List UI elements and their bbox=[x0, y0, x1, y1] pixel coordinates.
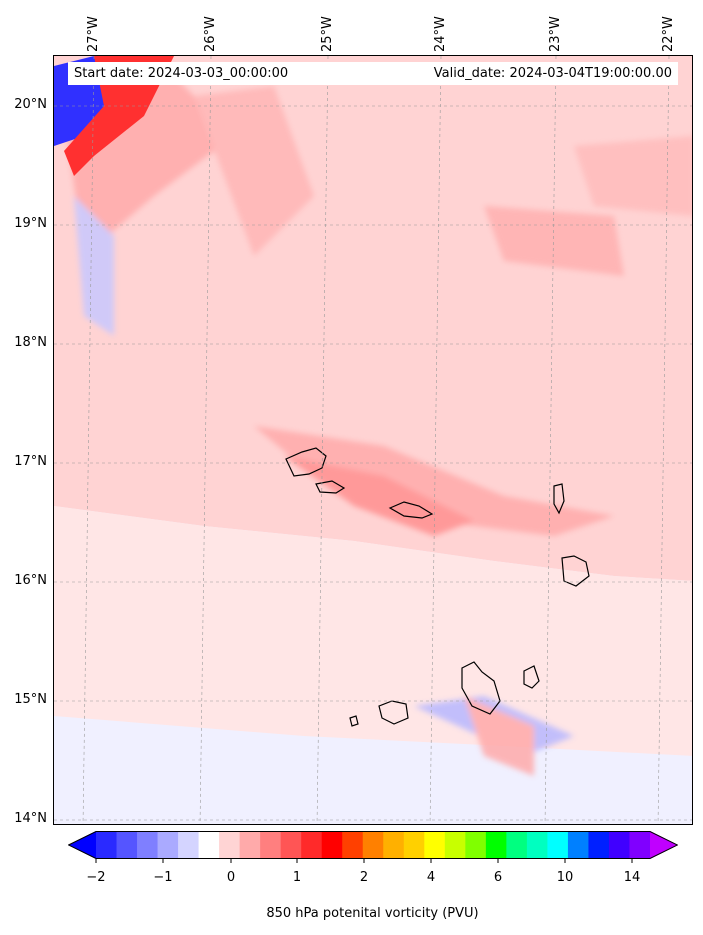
colorbar-segment bbox=[178, 831, 200, 859]
colorbar-tick-label: −2 bbox=[86, 870, 106, 885]
lon-label: 27°W bbox=[86, 16, 101, 52]
colorbar-segment bbox=[444, 831, 466, 859]
colorbar bbox=[68, 831, 678, 863]
colorbar-segment bbox=[608, 831, 630, 859]
colorbar-segment bbox=[526, 831, 548, 859]
lat-label: 20°N bbox=[14, 97, 47, 112]
colorbar-tick-label: 2 bbox=[359, 870, 369, 885]
colorbar-segment bbox=[485, 831, 507, 859]
colorbar-tick-label: −1 bbox=[153, 870, 173, 885]
pv-region-faint-pink bbox=[54, 506, 692, 756]
colorbar-segment bbox=[629, 831, 651, 859]
lon-gridline bbox=[316, 56, 329, 824]
pv-streaks bbox=[64, 76, 692, 776]
colorbar-tick-label: 6 bbox=[493, 870, 503, 885]
colorbar-segment bbox=[588, 831, 610, 859]
lon-label: 26°W bbox=[203, 16, 218, 52]
lon-gridline bbox=[544, 56, 557, 824]
colorbar-segment bbox=[403, 831, 425, 859]
colorbar-segment bbox=[280, 831, 302, 859]
lat-label: 16°N bbox=[14, 573, 47, 588]
pv-field-map bbox=[54, 56, 692, 824]
colorbar-segment bbox=[116, 831, 138, 859]
colorbar-title: 850 hPa potenital vorticity (PVU) bbox=[266, 906, 479, 921]
colorbar-segment bbox=[198, 831, 220, 859]
lat-label: 17°N bbox=[14, 454, 47, 469]
colorbar-segment bbox=[506, 831, 528, 859]
lon-gridline bbox=[82, 56, 95, 824]
colorbar-max-arrow bbox=[650, 831, 678, 859]
map-plot-area bbox=[53, 55, 693, 825]
lon-gridline bbox=[657, 56, 670, 824]
pv-red-patch bbox=[64, 56, 174, 176]
colorbar-tick-label: 10 bbox=[556, 870, 574, 885]
colorbar-segment bbox=[424, 831, 446, 859]
pv-region-light-pink bbox=[54, 56, 692, 581]
lat-label: 15°N bbox=[14, 692, 47, 707]
colorbar-tick-label: 0 bbox=[226, 870, 236, 885]
colorbar-segment bbox=[96, 831, 118, 859]
grid-lines bbox=[54, 56, 692, 824]
colorbar-segment bbox=[321, 831, 343, 859]
colorbar-min-arrow bbox=[68, 831, 96, 859]
colorbar-segment bbox=[239, 831, 261, 859]
lat-label: 18°N bbox=[14, 335, 47, 350]
colorbar-segment bbox=[465, 831, 487, 859]
colorbar-segment bbox=[547, 831, 569, 859]
colorbar-tick-label: 1 bbox=[292, 870, 302, 885]
lon-label: 24°W bbox=[433, 16, 448, 52]
colorbar-tick-label: 4 bbox=[426, 870, 436, 885]
lat-label: 19°N bbox=[14, 216, 47, 231]
colorbar-segment bbox=[362, 831, 384, 859]
lat-label: 14°N bbox=[14, 811, 47, 826]
colorbar-segment bbox=[301, 831, 323, 859]
valid-date-label: Valid_date: 2024-03-04T19:00:00.00 bbox=[408, 62, 678, 85]
coastlines bbox=[285, 447, 590, 727]
colorbar-segment bbox=[157, 831, 179, 859]
lon-gridline bbox=[429, 56, 442, 824]
colorbar-outline bbox=[68, 831, 678, 859]
lon-label: 23°W bbox=[548, 16, 563, 52]
lon-gridline bbox=[199, 56, 212, 824]
lon-label: 25°W bbox=[320, 16, 335, 52]
colorbar-segment bbox=[342, 831, 364, 859]
start-date-label: Start date: 2024-03-03_00:00:00 bbox=[68, 62, 408, 85]
colorbar-segment bbox=[137, 831, 159, 859]
colorbar-segment bbox=[383, 831, 405, 859]
colorbar-segment bbox=[567, 831, 589, 859]
colorbar-segment bbox=[260, 831, 282, 859]
colorbar-segment bbox=[219, 831, 241, 859]
colorbar-tick-label: 14 bbox=[623, 870, 641, 885]
lon-label: 22°W bbox=[661, 16, 676, 52]
